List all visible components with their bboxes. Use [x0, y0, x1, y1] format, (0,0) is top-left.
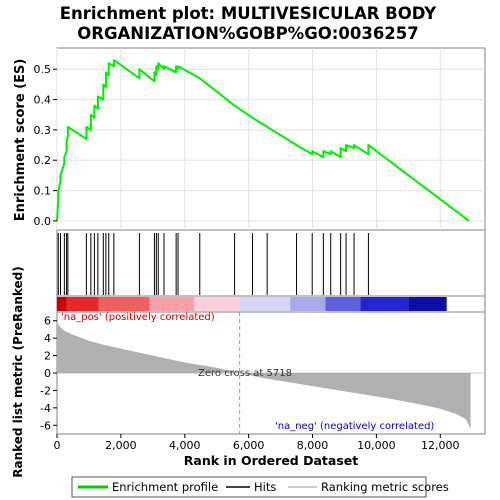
- rank-color-segment: [194, 297, 240, 311]
- metric-tick-label: 2: [44, 350, 51, 363]
- es-tick-label: 0.3: [34, 124, 52, 137]
- rank-colorbar: [57, 297, 447, 311]
- es-tick-label: 0.1: [34, 185, 52, 198]
- neg-label: 'na_neg' (negatively correlated): [275, 421, 434, 432]
- x-tick-label: 6,000: [233, 439, 265, 452]
- metric-layer: [57, 312, 485, 434]
- x-tick-label: 8,000: [297, 439, 329, 452]
- x-tick-label: 2,000: [105, 439, 137, 452]
- metric-tick-label: -2: [40, 384, 51, 397]
- es-tick-label: 0.4: [34, 94, 52, 107]
- rank-color-segment: [57, 297, 67, 311]
- metric-tick-label: -4: [40, 402, 51, 415]
- rank-color-segment: [290, 297, 326, 311]
- metric-area: [57, 323, 471, 429]
- rank-color-segment: [408, 297, 447, 311]
- rank-color-segment: [66, 297, 99, 311]
- pos-label: 'na_pos' (positively correlated): [61, 312, 215, 323]
- metric-ylabel: Ranked list metric (PreRanked): [11, 266, 25, 478]
- x-tick-label: 4,000: [169, 439, 201, 452]
- rank-color-segment: [325, 297, 361, 311]
- chart-title-line2: ORGANIZATION%GOBP%GO:0036257: [77, 24, 419, 43]
- rank-color-segment: [360, 297, 409, 311]
- hits-panel: [56, 229, 486, 297]
- es-tick-label: 0.5: [34, 63, 52, 76]
- legend: Enrichment profile Hits Ranking metric s…: [71, 476, 449, 498]
- x-tick-label: 12,000: [421, 439, 460, 452]
- x-tick-label: 0: [54, 439, 61, 452]
- rank-color-segment: [239, 297, 291, 311]
- es-panel: [56, 47, 486, 231]
- es-curve-layer: [56, 59, 470, 222]
- x-axis-label: Rank in Ordered Dataset: [184, 453, 358, 468]
- x-tick-label: 10,000: [357, 439, 396, 452]
- metric-tick-label: -6: [40, 419, 51, 432]
- metric-tick-label: 6: [44, 315, 51, 328]
- legend-metric-label: Ranking metric scores: [321, 480, 449, 494]
- metric-tick-label: 0: [44, 367, 51, 380]
- rank-color-segment: [98, 297, 150, 311]
- hits-layer: [57, 233, 369, 295]
- es-tick-label: 0.2: [34, 154, 52, 167]
- rank-color-segment: [149, 297, 195, 311]
- es-profile-line: [56, 59, 470, 222]
- metric-tick-label: 4: [44, 332, 51, 345]
- es-tick-label: 0.0: [34, 215, 52, 228]
- legend-hits-label: Hits: [254, 480, 276, 494]
- chart-title-line1: Enrichment plot: MULTIVESICULAR BODY: [60, 4, 438, 23]
- es-ylabel: Enrichment score (ES): [13, 59, 28, 222]
- legend-es-label: Enrichment profile: [112, 480, 218, 494]
- zero-cross-label: Zero cross at 5718: [198, 368, 292, 379]
